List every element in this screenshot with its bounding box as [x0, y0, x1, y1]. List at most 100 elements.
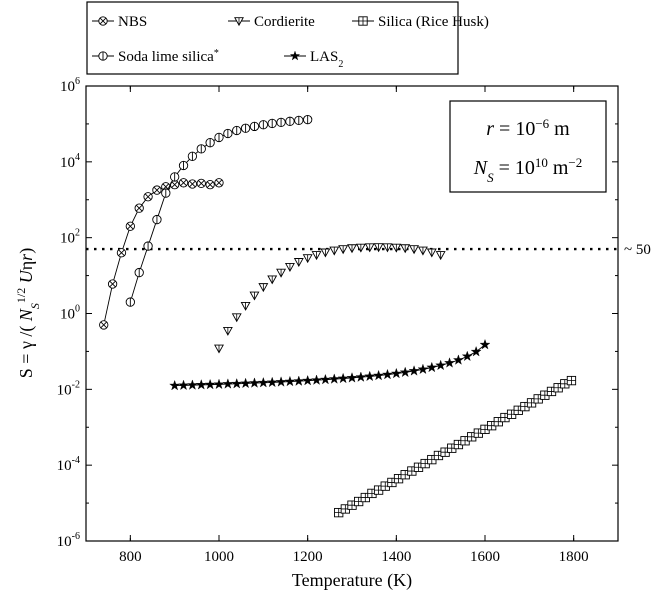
y-axis-label: S = γ /( NS1/2 Uηr) [14, 248, 42, 378]
y-tick-label: 106 [60, 76, 80, 95]
marker-star [426, 361, 438, 373]
legend-item-cordierite: Cordierite [228, 14, 315, 30]
y-tick-base: 10 [60, 79, 75, 95]
y-tick-base: 10 [60, 155, 75, 171]
marker-star [248, 377, 260, 388]
y-tick-exponent: 0 [75, 304, 80, 315]
legend-label-text: Soda lime silica [118, 49, 214, 65]
y-tick-label: 10-4 [57, 455, 80, 474]
y-tick-exponent: 2 [75, 228, 80, 239]
marker-star [169, 379, 181, 391]
marker-star [213, 378, 225, 390]
series-cordierite [214, 243, 446, 354]
marker-star [373, 369, 385, 381]
marker-x [215, 179, 223, 187]
legend-label-text: Silica (Rice Husk) [378, 14, 489, 30]
x-axis-label: Temperature (K) [292, 570, 412, 591]
marker-star [284, 375, 296, 387]
y-tick-base: 10 [57, 458, 72, 474]
legend-item-soda-lime-silica: Soda lime silica* [92, 48, 219, 66]
label-part: S [28, 303, 42, 309]
annotation-box: r = 10−6 mNS = 1010 m−2 [449, 100, 607, 193]
y-tick-base: 10 [60, 231, 75, 247]
x-tick-label: 1200 [293, 549, 323, 565]
x-tick-label: 1000 [204, 549, 234, 565]
label-part: S = γ /( [16, 321, 37, 378]
marker-star [222, 378, 234, 389]
marker-x [180, 179, 187, 187]
reference-line-label: ~ 50 [624, 242, 651, 258]
marker-star [346, 372, 358, 383]
legend-label: Cordierite [254, 14, 315, 30]
label-part: N [473, 157, 489, 179]
label-part: = 10 [494, 118, 535, 140]
y-tick-exponent: -2 [72, 379, 80, 390]
legend-label: NBS [118, 14, 147, 30]
marker-star [293, 375, 305, 386]
legend-frame [86, 1, 459, 75]
y-tick-exponent: 6 [75, 76, 80, 87]
y-tick-label: 100 [60, 304, 80, 323]
y-tick-base: 10 [60, 307, 75, 323]
marker-x [198, 180, 205, 187]
legend-label: LAS2 [310, 49, 343, 70]
marker-x [206, 181, 214, 188]
marker-star [444, 357, 456, 368]
legend-label-text: LAS [310, 49, 338, 65]
marker-star [319, 373, 331, 385]
label-part: S [487, 170, 494, 185]
legend-label-sub: 2 [338, 59, 343, 70]
label-part: η [16, 261, 36, 270]
series-las [169, 338, 491, 391]
legend-label: Soda lime silica* [118, 48, 219, 66]
series-layer [99, 114, 577, 518]
y-tick-label: 104 [60, 152, 80, 171]
series-soda-lime-silica [125, 114, 313, 307]
series-silica-rice-husk- [334, 375, 577, 518]
marker-star [204, 378, 216, 390]
y-tick-exponent: 4 [75, 152, 80, 163]
legend-label-text: Cordierite [254, 14, 315, 30]
y-tick-label: 102 [60, 228, 80, 247]
legend-item-silica-rice-husk-: Silica (Rice Husk) [352, 14, 489, 30]
marker-x [189, 180, 196, 188]
x-tick-label: 800 [119, 549, 142, 565]
y-tick-base: 10 [57, 382, 72, 398]
series-nbs [99, 178, 224, 330]
marker-star [461, 350, 473, 362]
marker-star [257, 376, 269, 388]
marker-star [231, 377, 243, 389]
legend-label-sup: * [214, 48, 219, 59]
label-part: r [16, 253, 36, 261]
y-tick-label: 10-2 [57, 379, 80, 398]
marker-star [302, 374, 314, 386]
marker-star [240, 377, 252, 389]
marker-x [135, 204, 143, 212]
marker-x [127, 222, 134, 230]
marker-star [178, 379, 190, 391]
marker-star [452, 354, 464, 365]
label-part: = 10 [494, 157, 535, 179]
marker-star [408, 365, 420, 376]
marker-star [435, 359, 447, 371]
marker-star [275, 376, 287, 387]
label-part: N [16, 308, 36, 322]
marker-star [470, 345, 482, 357]
legend-label: Silica (Rice Husk) [378, 14, 489, 30]
label-part: 1/2 [14, 288, 28, 303]
label-part: 10 [535, 155, 548, 170]
label-part: −6 [535, 116, 549, 131]
marker-star [328, 373, 340, 384]
marker-x [153, 186, 161, 194]
y-tick-base: 10 [57, 534, 72, 550]
annotation-line-r: r = 10−6 m [486, 116, 570, 141]
marker-plus [358, 16, 368, 26]
marker-star [311, 374, 323, 385]
label-part: m [548, 157, 569, 179]
marker-star [479, 338, 491, 350]
label-part: ) [16, 248, 37, 254]
marker-star [195, 379, 207, 390]
marker-x [118, 249, 125, 257]
marker-star [399, 366, 411, 378]
